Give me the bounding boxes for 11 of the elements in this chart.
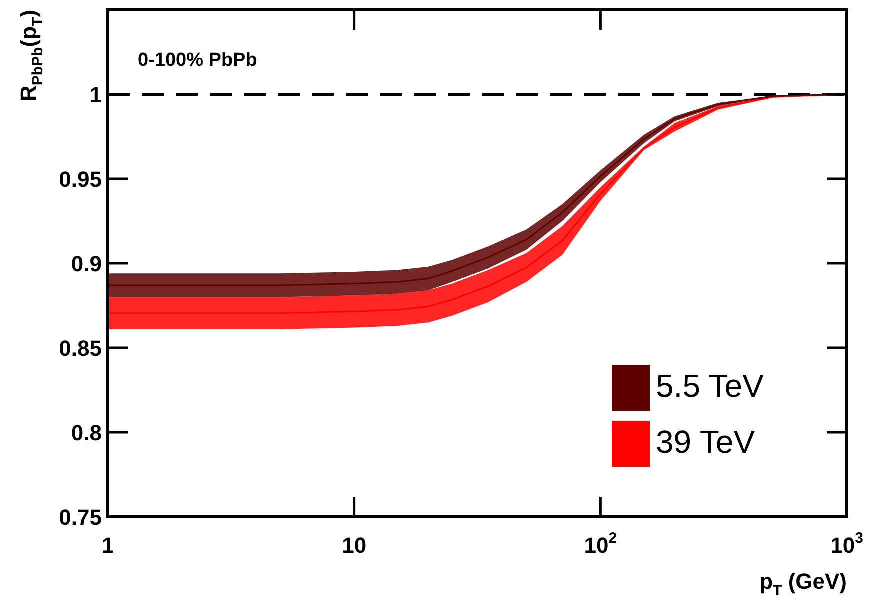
x-tick-label: 10 (342, 533, 367, 558)
y-axis-title: RPbPb(pT) (16, 10, 47, 102)
y-tick-label: 0.8 (71, 420, 102, 446)
annotation: 0-100% PbPb (138, 50, 258, 71)
y-tick-label: 1 (90, 82, 102, 108)
y-tick-label: 0.85 (59, 336, 102, 361)
y-tick-label: 0.75 (59, 505, 102, 530)
y-tick-label: 0.9 (71, 252, 102, 276)
legend-label: 39 TeV (656, 424, 756, 460)
legend-label: 5.5 TeV (656, 368, 765, 404)
y-tick-label: 0.95 (59, 167, 102, 192)
